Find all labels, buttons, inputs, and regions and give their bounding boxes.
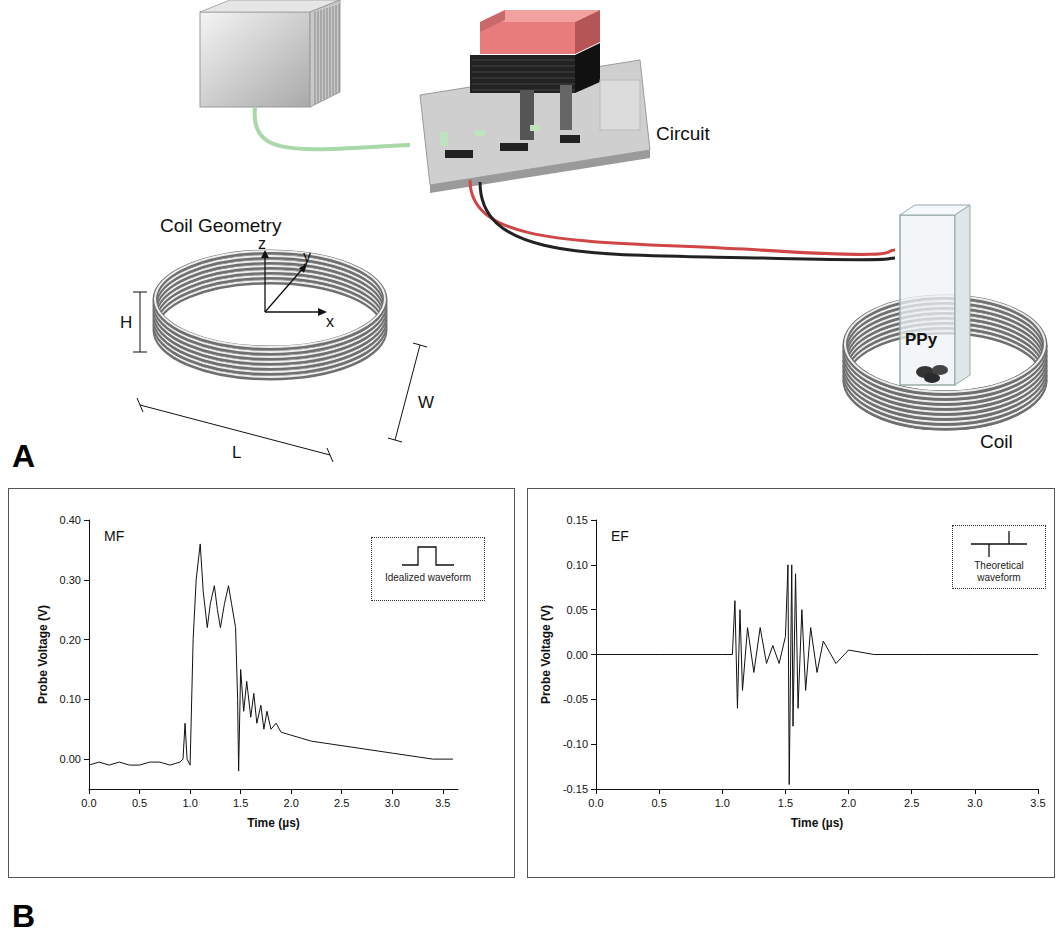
svg-text:3.5: 3.5 — [435, 797, 450, 809]
svg-text:0.10: 0.10 — [567, 559, 588, 571]
svg-text:x: x — [326, 313, 334, 330]
html-text:A: A — [12, 438, 36, 474]
svg-text:1.5: 1.5 — [233, 797, 248, 809]
svg-text:3.5: 3.5 — [1030, 797, 1045, 809]
svg-text:Probe Voltage (V): Probe Voltage (V) — [36, 605, 50, 704]
svg-text:0.00: 0.00 — [567, 649, 588, 661]
html-text:Idealized waveform: Idealized waveform — [384, 572, 472, 583]
svg-text:0.15: 0.15 — [567, 514, 588, 526]
svg-text:0.5: 0.5 — [132, 797, 147, 809]
svg-text:2.0: 2.0 — [841, 797, 856, 809]
svg-text:Time (µs): Time (µs) — [247, 816, 300, 830]
svg-text:3.0: 3.0 — [967, 797, 982, 809]
html-text:Theoretical waveform: Theoretical waveform — [974, 560, 1024, 583]
svg-text:3.0: 3.0 — [385, 797, 400, 809]
svg-text:Probe Voltage (V): Probe Voltage (V) — [539, 605, 553, 704]
svg-text:0.0: 0.0 — [588, 797, 603, 809]
svg-text:1.0: 1.0 — [182, 797, 197, 809]
svg-text:PPy: PPy — [905, 330, 938, 349]
svg-text:W: W — [418, 393, 434, 412]
svg-text:-0.05: -0.05 — [563, 693, 588, 705]
svg-text:H: H — [120, 313, 132, 332]
svg-text:EF: EF — [611, 528, 629, 544]
svg-text:-0.10: -0.10 — [563, 738, 588, 750]
svg-text:0.30: 0.30 — [60, 574, 81, 586]
svg-text:1.0: 1.0 — [715, 797, 730, 809]
svg-text:y: y — [303, 248, 311, 265]
svg-text:Circuit: Circuit — [656, 123, 711, 144]
svg-text:1.5: 1.5 — [778, 797, 793, 809]
svg-text:0.00: 0.00 — [60, 753, 81, 765]
svg-text:2.0: 2.0 — [284, 797, 299, 809]
svg-text:0.05: 0.05 — [567, 604, 588, 616]
svg-text:2.5: 2.5 — [904, 797, 919, 809]
svg-text:z: z — [258, 235, 266, 252]
html-text:B: B — [12, 898, 36, 934]
svg-text:0.20: 0.20 — [60, 634, 81, 646]
svg-text:0.10: 0.10 — [60, 693, 81, 705]
svg-text:0.0: 0.0 — [81, 797, 96, 809]
svg-text:0.5: 0.5 — [651, 797, 666, 809]
svg-text:Coil: Coil — [980, 431, 1013, 452]
svg-text:MF: MF — [104, 528, 124, 544]
svg-text:0.40: 0.40 — [60, 514, 81, 526]
svg-text:2.5: 2.5 — [334, 797, 349, 809]
svg-text:Time (µs): Time (µs) — [791, 816, 844, 830]
svg-text:L: L — [232, 443, 241, 462]
svg-text:-0.15: -0.15 — [563, 783, 588, 795]
svg-text:Coil Geometry: Coil Geometry — [160, 215, 282, 236]
